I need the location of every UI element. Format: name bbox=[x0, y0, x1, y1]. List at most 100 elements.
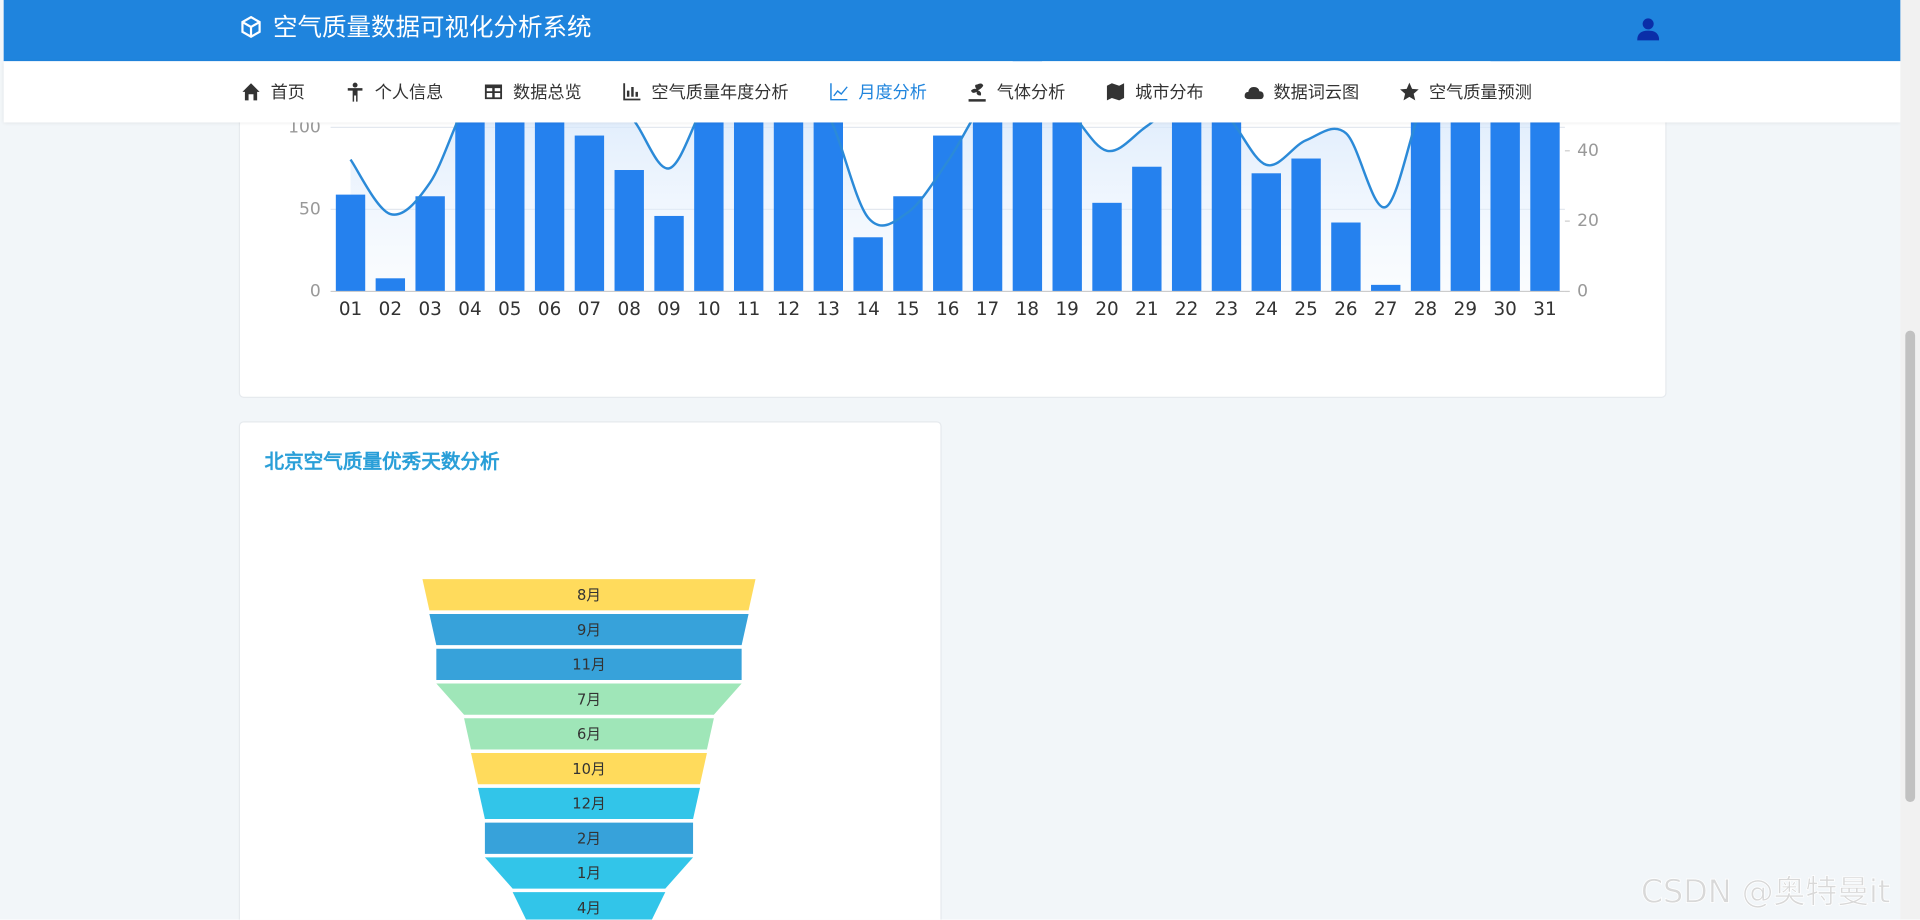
funnel-label: 8月 bbox=[577, 587, 601, 604]
x-tick-label: 24 bbox=[1255, 299, 1278, 320]
x-tick-label: 25 bbox=[1294, 299, 1317, 320]
x-tick-label: 05 bbox=[498, 299, 521, 320]
nav-item[interactable]: 城市分布 bbox=[1104, 80, 1204, 104]
nav-item[interactable]: 数据总览 bbox=[482, 80, 582, 104]
funnel-segment bbox=[436, 683, 742, 715]
funnel-segment bbox=[429, 613, 749, 646]
x-tick-label: 06 bbox=[538, 299, 561, 320]
nav-item[interactable]: 数据词云图 bbox=[1243, 80, 1359, 104]
nav-label[interactable]: 数据词云图 bbox=[1273, 83, 1360, 103]
x-tick-label: 19 bbox=[1056, 299, 1079, 320]
x-tick-label: 21 bbox=[1135, 299, 1158, 320]
nav-label[interactable]: 月度分析 bbox=[858, 83, 927, 103]
bar bbox=[614, 170, 644, 292]
bar bbox=[694, 94, 724, 292]
x-tick-label: 08 bbox=[618, 299, 641, 320]
nav-icon bbox=[830, 83, 848, 101]
funnel-segment bbox=[477, 787, 701, 820]
icon-shape bbox=[968, 83, 986, 102]
user-icon[interactable] bbox=[1637, 17, 1660, 41]
x-tick-label: 10 bbox=[697, 299, 720, 320]
scroll-thumb[interactable] bbox=[1905, 330, 1916, 803]
icon-shape bbox=[242, 83, 260, 101]
nav-icon bbox=[347, 82, 363, 102]
x-tick-label: 18 bbox=[1016, 299, 1039, 320]
bar bbox=[654, 215, 684, 292]
funnel-segment bbox=[512, 892, 666, 920]
nav-item[interactable]: 空气质量年度分析 bbox=[621, 80, 789, 104]
nav-icon bbox=[1106, 83, 1125, 101]
nav-bar: 首页 个人信息 数据总览 空气质量年度分析 月度分析 气体分析 城市分布 数据词云图 空气质量预… bbox=[3, 61, 1901, 123]
funnel-segment bbox=[422, 579, 756, 611]
nav-item[interactable]: 月度分析 bbox=[828, 80, 927, 104]
nav-label[interactable]: 首页 bbox=[270, 83, 305, 103]
funnel-label: 4月 bbox=[577, 900, 601, 917]
x-tick-label: 26 bbox=[1334, 299, 1357, 320]
funnel-segment bbox=[464, 718, 714, 750]
x-tick-label: 01 bbox=[339, 299, 362, 320]
x-tick-label: 27 bbox=[1374, 299, 1397, 320]
y2-tick-label: 0 bbox=[1577, 281, 1588, 301]
bar bbox=[1530, 94, 1560, 292]
bar bbox=[375, 278, 406, 292]
bar bbox=[335, 194, 366, 292]
nav-label[interactable]: 气体分析 bbox=[996, 83, 1066, 103]
x-tick-label: 23 bbox=[1215, 299, 1238, 320]
x-tick-label: 20 bbox=[1095, 299, 1118, 320]
funnel-label: 11月 bbox=[572, 657, 605, 674]
scrollbar[interactable] bbox=[1900, 0, 1920, 920]
x-tick-label: 02 bbox=[379, 299, 402, 320]
funnel-segment bbox=[484, 857, 694, 889]
bar bbox=[1371, 284, 1401, 292]
bar bbox=[853, 237, 883, 292]
watermark: CSDN @奥特曼it bbox=[1640, 874, 1891, 912]
nav-label[interactable]: 城市分布 bbox=[1135, 83, 1204, 103]
bar bbox=[1291, 158, 1321, 292]
x-tick-label: 12 bbox=[777, 299, 800, 320]
funnel-label: 9月 bbox=[577, 622, 601, 639]
x-tick-label: 16 bbox=[936, 299, 959, 320]
bar bbox=[1092, 202, 1122, 292]
funnel-segment bbox=[436, 648, 742, 680]
nav-item[interactable]: 个人信息 bbox=[344, 80, 443, 104]
x-tick-label: 17 bbox=[976, 299, 999, 320]
bar bbox=[1251, 173, 1281, 292]
icon-shape bbox=[1400, 82, 1419, 101]
nav-item[interactable]: 首页 bbox=[240, 80, 305, 104]
nav-icon bbox=[242, 83, 260, 101]
nav-label[interactable]: 空气质量预测 bbox=[1428, 83, 1532, 103]
x-tick-label: 31 bbox=[1533, 299, 1556, 320]
y-tick-label: 0 bbox=[310, 281, 321, 301]
x-tick-label: 03 bbox=[418, 299, 441, 320]
nav-item[interactable]: 气体分析 bbox=[966, 80, 1065, 104]
x-tick-label: 22 bbox=[1175, 299, 1198, 320]
funnel-label: 1月 bbox=[577, 865, 601, 882]
x-tick-label: 29 bbox=[1454, 299, 1477, 320]
nav-item[interactable]: 空气质量预测 bbox=[1398, 80, 1532, 104]
nav-icon bbox=[968, 83, 986, 102]
bar bbox=[1211, 97, 1242, 292]
nav-label[interactable]: 个人信息 bbox=[374, 83, 444, 103]
funnel-label: 2月 bbox=[577, 830, 601, 847]
nav-icon bbox=[1400, 82, 1419, 101]
nav-icon bbox=[484, 84, 503, 100]
nav-label[interactable]: 空气质量年度分析 bbox=[651, 83, 789, 103]
icon-shape bbox=[623, 83, 641, 101]
x-tick-label: 09 bbox=[657, 299, 680, 320]
bar bbox=[1331, 222, 1361, 292]
x-tick-label: 04 bbox=[458, 299, 481, 320]
x-tick-label: 07 bbox=[578, 299, 601, 320]
y-tick-label: 50 bbox=[299, 199, 321, 219]
nav-icon bbox=[623, 83, 641, 101]
nav-icon bbox=[1244, 86, 1264, 100]
icon-shape bbox=[484, 84, 503, 100]
bar bbox=[893, 196, 923, 292]
x-tick-label: 11 bbox=[737, 299, 760, 320]
x-tick-label: 14 bbox=[856, 299, 879, 320]
funnel-segment bbox=[484, 822, 694, 854]
x-tick-label: 28 bbox=[1414, 299, 1437, 320]
nav-label[interactable]: 数据总览 bbox=[513, 83, 582, 103]
